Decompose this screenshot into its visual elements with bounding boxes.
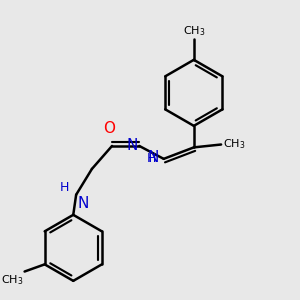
Text: H: H bbox=[146, 152, 156, 165]
Text: N: N bbox=[78, 196, 89, 211]
Text: CH$_3$: CH$_3$ bbox=[224, 138, 246, 152]
Text: N: N bbox=[127, 138, 138, 153]
Text: N: N bbox=[147, 150, 158, 165]
Text: H: H bbox=[60, 181, 69, 194]
Text: CH$_3$: CH$_3$ bbox=[183, 24, 205, 38]
Text: CH$_3$: CH$_3$ bbox=[1, 273, 23, 287]
Text: O: O bbox=[103, 121, 115, 136]
